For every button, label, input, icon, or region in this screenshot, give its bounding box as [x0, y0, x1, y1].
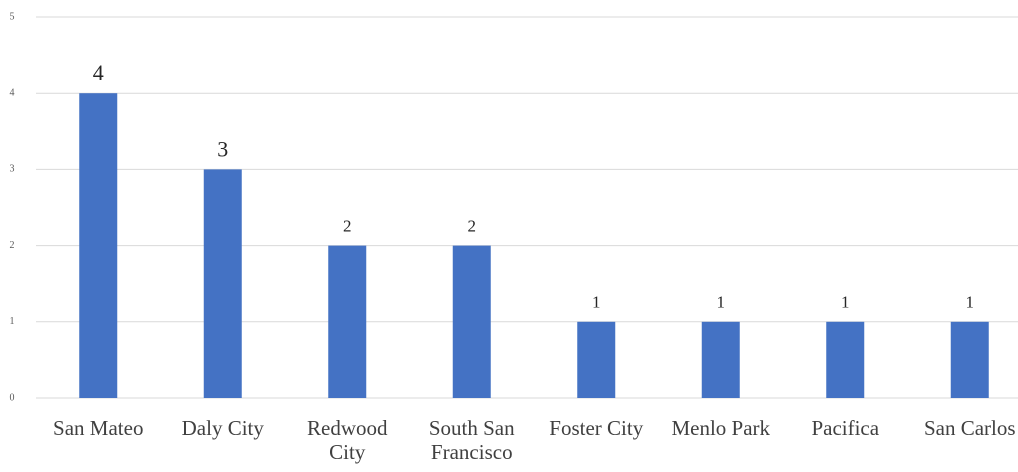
- x-tick-label: South San Francisco: [428, 416, 515, 464]
- bar: [577, 321, 616, 398]
- bar: [79, 93, 118, 398]
- data-label: 1: [592, 293, 601, 312]
- data-label: 1: [966, 293, 975, 312]
- data-label: 4: [93, 60, 104, 85]
- bar: [701, 321, 740, 398]
- data-label: 1: [841, 293, 850, 312]
- x-tick-label: Menlo Park: [671, 416, 771, 440]
- x-tick-label: Pacifica: [811, 416, 880, 440]
- data-label: 3: [217, 136, 228, 161]
- y-tick-label: 5: [10, 11, 15, 22]
- x-tick-label: Daly City: [181, 416, 264, 440]
- data-label: 2: [343, 217, 352, 236]
- bar: [452, 245, 491, 398]
- data-label: 2: [468, 217, 477, 236]
- y-tick-label: 1: [10, 316, 15, 327]
- y-tick-label: 2: [10, 240, 15, 251]
- y-tick-label: 0: [10, 392, 15, 403]
- bar: [826, 321, 865, 398]
- x-tick-label: San Mateo: [53, 416, 144, 440]
- y-tick-label: 3: [10, 164, 15, 175]
- x-tick-label: San Carlos: [923, 416, 1016, 440]
- y-tick-label: 4: [10, 87, 15, 98]
- data-label: 1: [717, 293, 726, 312]
- x-tick-label: Foster City: [549, 416, 644, 440]
- bar: [328, 245, 367, 398]
- x-tick-label: Redwood City: [307, 416, 388, 464]
- bar: [203, 169, 242, 398]
- bar: [950, 321, 989, 398]
